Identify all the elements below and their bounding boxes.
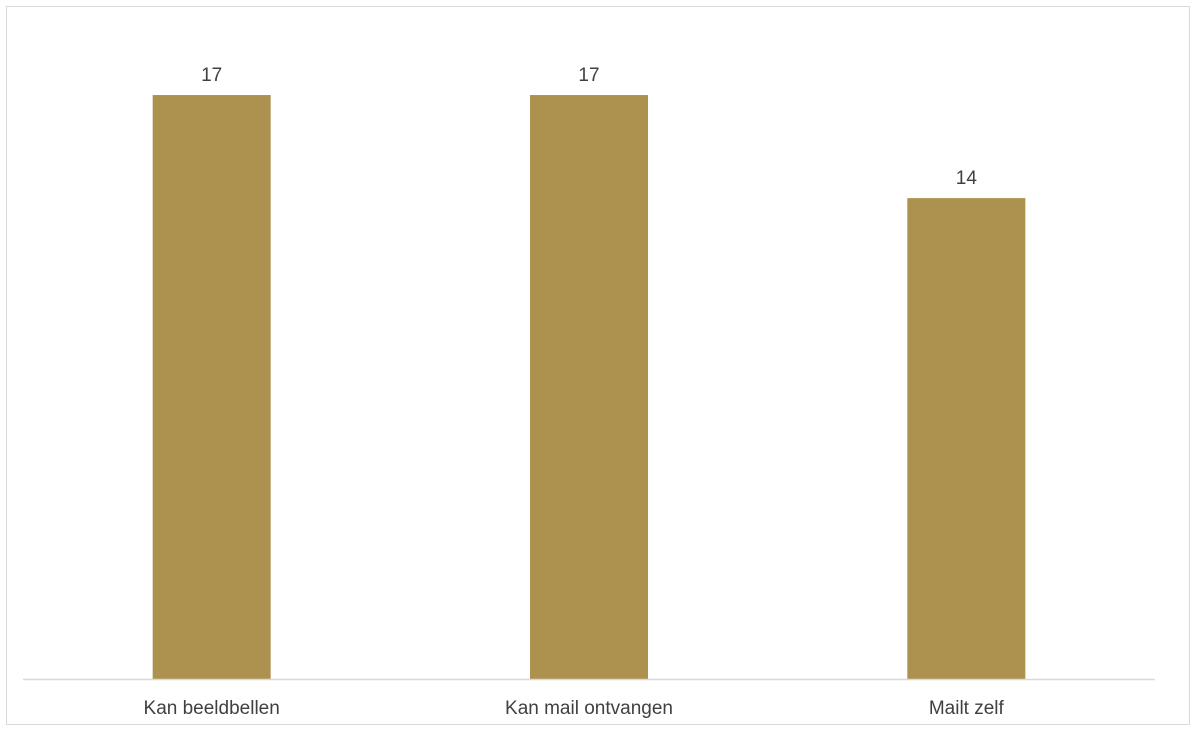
value-label-0: 17 (201, 65, 222, 86)
bar-1 (530, 95, 648, 680)
bar-2 (907, 198, 1026, 679)
bars-layer (152, 95, 1026, 680)
value-labels-layer: 17 17 14 (201, 65, 977, 189)
category-label-1: Kan mail ontvangen (505, 698, 673, 719)
category-labels-layer: Kan beeldbellen Kan mail ontvangen Mailt z… (144, 698, 1005, 719)
category-label-0: Kan beeldbellen (144, 698, 280, 719)
value-label-1: 17 (578, 65, 599, 86)
value-label-2: 14 (956, 168, 978, 189)
bar-0 (152, 95, 271, 680)
category-label-2: Mailt zelf (929, 698, 1005, 719)
